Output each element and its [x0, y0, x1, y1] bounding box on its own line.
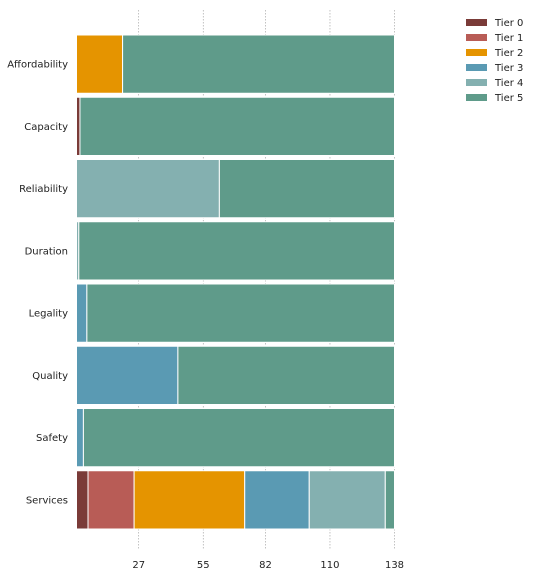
legend-swatch — [466, 79, 487, 86]
y-tick-label: Capacity — [24, 122, 68, 133]
bar-affordability-tier-5 — [122, 34, 396, 94]
bar-services-tier-4 — [308, 470, 386, 530]
y-tick-label: Quality — [32, 371, 68, 382]
legend: Tier 0 Tier 1 Tier 2 Tier 3 Tier 4 Tier 5 — [466, 18, 523, 104]
legend-label: Tier 0 — [494, 18, 523, 29]
legend-swatch — [466, 34, 487, 41]
legend-swatch — [466, 19, 487, 26]
y-tick-labels: Affordability Capacity Reliability Duration… — [7, 60, 68, 507]
bar-quality-tier-5 — [177, 345, 395, 405]
bar-safety-tier-5 — [82, 408, 395, 468]
legend-label: Tier 4 — [494, 78, 523, 89]
y-tick-label: Legality — [29, 309, 69, 320]
legend-label: Tier 1 — [494, 33, 523, 44]
legend-swatch — [466, 94, 487, 101]
bar-capacity-tier-5 — [79, 96, 396, 156]
x-tick-label: 55 — [197, 560, 210, 571]
legend-label: Tier 5 — [494, 93, 523, 104]
y-tick-label: Safety — [36, 433, 68, 444]
bar-quality-tier-3 — [76, 345, 179, 405]
bar-services-tier-3 — [244, 470, 310, 530]
y-tick-label: Services — [26, 495, 68, 506]
bars-group — [76, 34, 396, 530]
bar-reliability-tier-5 — [218, 159, 395, 219]
bar-services-tier-5 — [384, 470, 396, 530]
bar-reliability-tier-4 — [76, 159, 220, 219]
bar-services-tier-0 — [76, 470, 89, 530]
bar-duration-tier-5 — [78, 221, 395, 281]
bar-services-tier-1 — [87, 470, 135, 530]
bar-legality-tier-5 — [86, 283, 395, 343]
x-tick-label: 110 — [320, 560, 339, 571]
legend-label: Tier 2 — [494, 48, 523, 59]
bar-affordability-tier-2 — [76, 34, 124, 94]
x-tick-label: 138 — [385, 560, 404, 571]
bar-legality-tier-3 — [76, 283, 88, 343]
bar-safety-tier-3 — [76, 408, 84, 468]
y-tick-label: Affordability — [7, 60, 68, 71]
legend-swatch — [466, 64, 487, 71]
y-tick-label: Reliability — [19, 184, 68, 195]
y-tick-label: Duration — [25, 246, 68, 257]
x-tick-label: 27 — [132, 560, 145, 571]
x-tick-labels: 27 55 82 110 138 — [132, 560, 404, 571]
bar-capacity-tier-0 — [76, 96, 81, 156]
bar-services-tier-2 — [133, 470, 246, 530]
legend-label: Tier 3 — [494, 63, 523, 74]
x-tick-label: 82 — [259, 560, 272, 571]
legend-swatch — [466, 49, 487, 56]
